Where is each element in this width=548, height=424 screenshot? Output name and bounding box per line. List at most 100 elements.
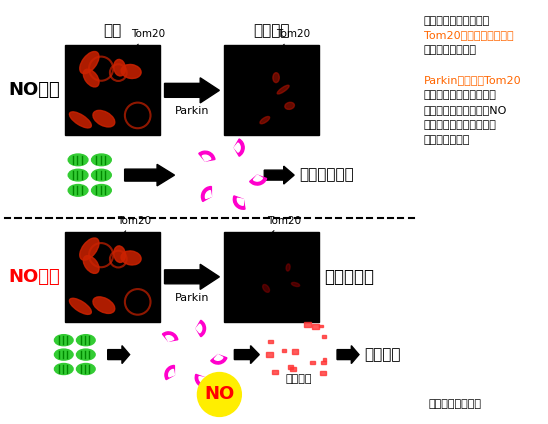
Text: NOなし: NOなし (8, 81, 60, 99)
Ellipse shape (92, 154, 111, 166)
Ellipse shape (285, 102, 294, 109)
Wedge shape (165, 365, 174, 379)
Wedge shape (196, 320, 206, 337)
Text: Tom20: Tom20 (264, 216, 301, 240)
Ellipse shape (54, 335, 73, 346)
Text: Tom20: Tom20 (124, 30, 165, 59)
Wedge shape (195, 374, 207, 387)
Wedge shape (253, 175, 262, 181)
Bar (65, 232, 159, 322)
Text: を加えると、分解が大幅: を加えると、分解が大幅 (424, 120, 496, 130)
Ellipse shape (70, 298, 92, 314)
Ellipse shape (80, 51, 99, 74)
Bar (319, 325, 323, 327)
Bar (312, 324, 318, 329)
Ellipse shape (262, 285, 270, 292)
Text: NOあり: NOあり (8, 268, 60, 286)
Bar (288, 365, 293, 369)
Ellipse shape (114, 246, 125, 262)
Text: は分解され赤いシグナル: は分解され赤いシグナル (424, 90, 496, 100)
Bar (272, 371, 277, 374)
Ellipse shape (277, 85, 289, 94)
Text: （奈良医科大学）: （奈良医科大学） (429, 399, 482, 410)
Wedge shape (233, 196, 245, 209)
Ellipse shape (121, 251, 141, 265)
Ellipse shape (68, 169, 88, 181)
Wedge shape (234, 143, 240, 152)
Wedge shape (196, 324, 202, 333)
Text: Parkinの働きでTom20: Parkinの働きでTom20 (424, 75, 522, 85)
Text: Parkin: Parkin (175, 293, 209, 303)
FancyArrow shape (264, 166, 294, 184)
Wedge shape (214, 354, 223, 360)
Ellipse shape (77, 363, 95, 374)
Ellipse shape (54, 349, 73, 360)
Text: が減りますが、そこにNO: が減りますが、そこにNO (424, 105, 507, 115)
Bar (268, 340, 273, 343)
Wedge shape (234, 139, 244, 156)
Bar (290, 367, 296, 371)
Ellipse shape (92, 169, 111, 181)
Text: Parkin: Parkin (175, 106, 209, 116)
Ellipse shape (83, 256, 99, 273)
Wedge shape (211, 354, 227, 364)
Bar (224, 232, 319, 322)
Wedge shape (199, 377, 205, 383)
Text: 写真の赤い蛍光の光は: 写真の赤い蛍光の光は (424, 16, 490, 25)
Bar (282, 349, 286, 352)
Bar (65, 45, 159, 135)
Ellipse shape (93, 110, 115, 127)
FancyArrow shape (108, 346, 130, 363)
Text: 正常: 正常 (103, 23, 121, 39)
Bar (323, 358, 326, 361)
Text: NO: NO (204, 385, 235, 404)
Ellipse shape (260, 117, 270, 124)
Circle shape (197, 373, 241, 416)
Text: 細胞保護: 細胞保護 (364, 347, 401, 362)
Wedge shape (199, 151, 215, 161)
Wedge shape (237, 198, 243, 205)
Bar (266, 352, 273, 357)
Ellipse shape (54, 363, 73, 374)
Wedge shape (202, 187, 212, 201)
FancyArrow shape (337, 346, 359, 363)
FancyArrow shape (235, 346, 259, 363)
Ellipse shape (292, 282, 300, 287)
Ellipse shape (77, 349, 95, 360)
Wedge shape (162, 332, 178, 341)
Text: 細胞機能障害: 細胞機能障害 (299, 167, 354, 183)
Bar (321, 361, 326, 365)
Ellipse shape (114, 59, 125, 76)
Text: Tom20: Tom20 (273, 30, 311, 56)
Ellipse shape (286, 264, 290, 271)
Wedge shape (250, 175, 267, 185)
Ellipse shape (70, 112, 92, 128)
Text: に促進します。: に促進します。 (424, 135, 470, 145)
Bar (310, 361, 315, 365)
Bar (224, 45, 319, 135)
Text: Tom20というタンパク質: Tom20というタンパク質 (424, 31, 513, 41)
Ellipse shape (68, 154, 88, 166)
FancyArrow shape (164, 78, 219, 103)
Ellipse shape (92, 184, 111, 196)
Bar (320, 371, 326, 375)
Bar (292, 349, 298, 354)
FancyArrow shape (164, 264, 219, 290)
Bar (322, 335, 326, 338)
Ellipse shape (77, 335, 95, 346)
Text: 分解促進！: 分解促進！ (324, 268, 374, 286)
Text: 薬剤添加: 薬剤添加 (254, 23, 290, 39)
Ellipse shape (83, 69, 99, 87)
Ellipse shape (80, 238, 99, 260)
Text: を示しています。: を示しています。 (424, 45, 477, 56)
Text: 分解産物: 分解産物 (286, 374, 312, 385)
Ellipse shape (121, 64, 141, 78)
Wedge shape (169, 369, 174, 377)
Text: Tom20: Tom20 (114, 216, 151, 245)
Bar (304, 322, 311, 327)
Ellipse shape (273, 73, 279, 83)
Ellipse shape (93, 297, 115, 313)
Wedge shape (165, 336, 174, 341)
Ellipse shape (68, 184, 88, 196)
Wedge shape (206, 191, 212, 198)
